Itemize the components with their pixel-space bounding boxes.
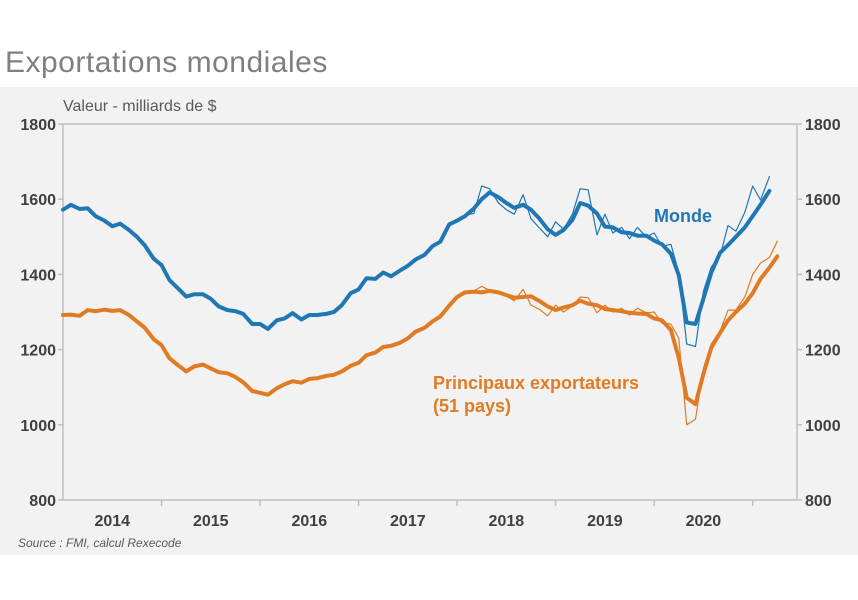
y-tick-label-right: 1400 bbox=[805, 267, 841, 284]
y-tick-label-right: 1000 bbox=[805, 418, 841, 435]
label-principaux-count: (51 pays) bbox=[433, 396, 511, 416]
label-monde: Monde bbox=[654, 206, 712, 226]
chart-subtitle: Valeur - milliards de $ bbox=[63, 98, 217, 115]
x-tick-label: 2014 bbox=[94, 513, 130, 530]
chart-panel: Valeur - milliards de $ 800 1000 1200 1400 1… bbox=[0, 87, 858, 555]
series-line-principaux bbox=[61, 254, 780, 407]
x-tick-label: 2019 bbox=[587, 513, 623, 530]
y-tick-label-left: 800 bbox=[29, 493, 56, 510]
y-axis-right: 800 1000 1200 1400 1600 1800 bbox=[797, 117, 841, 510]
plot-area-border bbox=[62, 123, 798, 501]
y-tick-label-left: 1200 bbox=[20, 343, 56, 360]
label-principaux: Principaux exportateurs bbox=[433, 373, 639, 393]
y-tick-label-right: 1800 bbox=[805, 117, 841, 134]
x-axis: 2014 2015 2016 2017 2018 2019 2020 bbox=[94, 500, 754, 530]
chart-source: Source : FMI, calcul Rexecode bbox=[18, 536, 182, 550]
chart-title: Exportations mondiales bbox=[5, 46, 328, 79]
x-tick-label: 2015 bbox=[193, 513, 229, 530]
y-tick-label-right: 1600 bbox=[805, 192, 841, 209]
y-tick-label-left: 1400 bbox=[20, 267, 56, 284]
y-tick-label-right: 800 bbox=[805, 493, 832, 510]
series-lines bbox=[61, 176, 780, 426]
y-tick-label-left: 1600 bbox=[20, 192, 56, 209]
y-tick-label-left: 1800 bbox=[20, 117, 56, 134]
chart-frame bbox=[62, 123, 798, 501]
x-tick-label: 2020 bbox=[686, 513, 722, 530]
x-tick-label: 2017 bbox=[390, 513, 426, 530]
x-tick-label: 2016 bbox=[292, 513, 328, 530]
x-tick-label: 2018 bbox=[489, 513, 525, 530]
y-axis-left: 800 1000 1200 1400 1600 1800 bbox=[20, 117, 63, 510]
y-tick-label-right: 1200 bbox=[805, 343, 841, 360]
line-chart: Valeur - milliards de $ 800 1000 1200 1400 1… bbox=[18, 98, 841, 550]
y-tick-label-left: 1000 bbox=[20, 418, 56, 435]
series-line-monde bbox=[61, 188, 772, 331]
series-line-principaux-monthly bbox=[464, 240, 778, 426]
